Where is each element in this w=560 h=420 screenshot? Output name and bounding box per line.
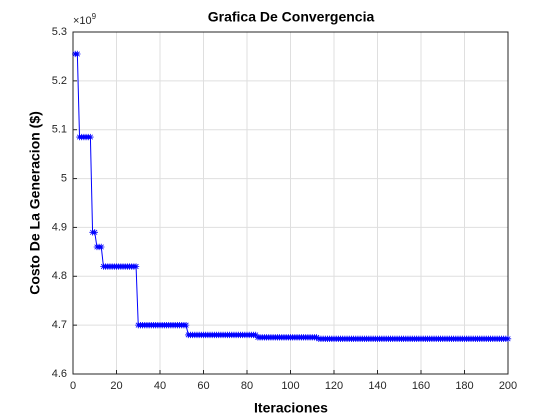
chart-title: Grafica De Convergencia	[208, 9, 375, 25]
x-tick-label: 0	[70, 380, 76, 392]
x-tick-label: 100	[281, 380, 299, 392]
plot-frame	[72, 31, 509, 375]
y-tick-label: 5.2	[52, 75, 67, 87]
marker	[91, 229, 98, 236]
marker	[98, 243, 105, 251]
marker	[132, 263, 140, 270]
x-tick-label: 40	[154, 380, 166, 392]
x-tick-label: 200	[499, 380, 517, 392]
x-tick-label: 140	[368, 380, 386, 392]
x-tick-label: 160	[412, 380, 430, 392]
y-tick-label: 5	[61, 172, 67, 184]
marker	[313, 334, 320, 341]
marker	[182, 321, 190, 329]
y-tick-label: 4.8	[52, 270, 67, 282]
y-tick-label: 5.3	[52, 26, 67, 38]
x-tick-label: 180	[455, 380, 473, 392]
y-axis-label: Costo De La Generacion ($)	[27, 111, 43, 295]
y-multiplier-base: ×10	[73, 15, 92, 27]
x-tick-label: 60	[197, 380, 209, 392]
marker	[74, 50, 81, 58]
marker	[252, 331, 259, 339]
marker	[504, 335, 512, 343]
y-tick-label: 4.9	[52, 221, 67, 233]
x-tick-label: 120	[325, 380, 343, 392]
marker	[87, 133, 94, 141]
y-tick-label: 5.1	[52, 124, 67, 136]
y-tick-label: 4.6	[52, 368, 67, 380]
x-axis-label: Iteraciones	[254, 400, 328, 416]
x-tick-label: 80	[241, 380, 253, 392]
y-tick-label: 4.7	[52, 319, 67, 331]
y-multiplier: ×109	[73, 12, 97, 27]
x-tick-label: 20	[110, 380, 122, 392]
y-multiplier-exponent: 9	[92, 12, 97, 21]
